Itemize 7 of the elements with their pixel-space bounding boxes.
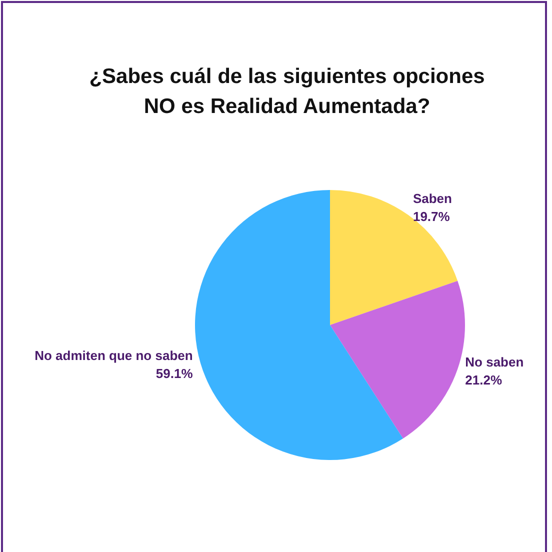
data-label: 59.1%	[156, 366, 194, 381]
slice-label: Saben	[412, 191, 452, 206]
data-label: 21.2%	[465, 372, 502, 388]
chart-title: ¿Sabes cuál de las siguientes opciones NO es Realidad Aumentada?	[89, 64, 485, 118]
slice-label: No saben	[465, 354, 524, 370]
slice-label: No admiten que no saben	[34, 348, 193, 363]
data-label: 19.7%	[412, 209, 450, 224]
